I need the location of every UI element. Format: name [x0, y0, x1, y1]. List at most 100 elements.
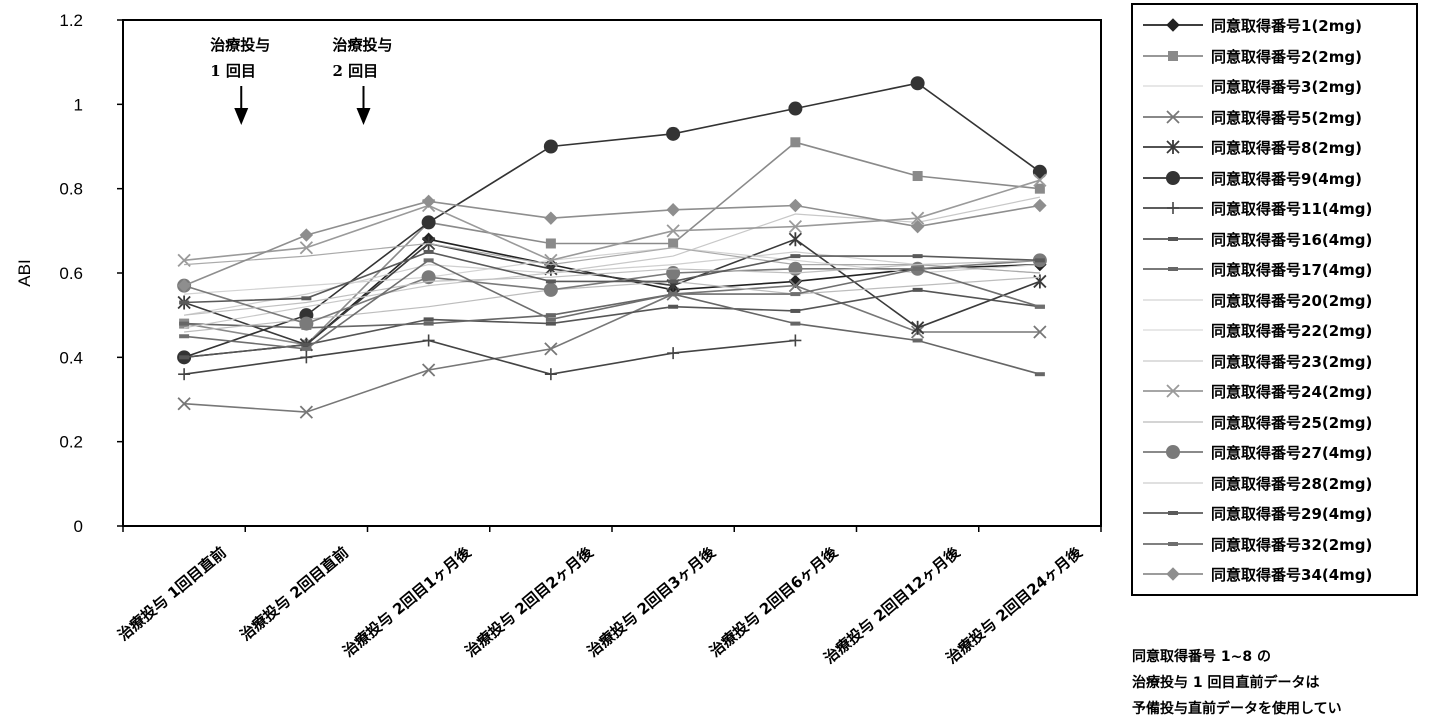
data-point: [1034, 372, 1045, 377]
legend-swatch: [1143, 421, 1203, 422]
series-layer: [177, 76, 1047, 419]
data-point: [1167, 202, 1179, 214]
data-point: [544, 211, 558, 225]
legend-item: 同意取得番号3(2mg): [1133, 71, 1416, 101]
data-point: [910, 219, 925, 234]
y-axis-label: ABI: [15, 259, 34, 286]
x-category-label: 治療投与 2回目6ヶ月後: [706, 543, 842, 661]
data-point: [1168, 236, 1178, 241]
series-line: [184, 276, 1040, 333]
y-tick-label: 1: [74, 95, 83, 114]
data-point: [301, 342, 312, 347]
y-tick-label: 0: [74, 517, 83, 536]
dose-annotations: 治療投与 1 回目 治療投与 2 回目: [210, 36, 393, 125]
data-point: [788, 279, 803, 293]
legend-swatch: [1143, 567, 1203, 581]
series-line: [179, 258, 1045, 351]
legend-swatch: [1143, 140, 1203, 154]
series-path: [183, 82, 1041, 359]
series-path: [184, 242, 1040, 274]
legend-swatch: [1143, 329, 1203, 331]
y-tick-label: 0.2: [59, 433, 83, 452]
annotation-arrow-head: [356, 108, 371, 125]
legend-swatch: [1143, 511, 1203, 515]
data-point: [422, 334, 435, 347]
x-category-label: 治療投与 2回目1ヶ月後: [339, 543, 475, 661]
data-point: [1168, 50, 1178, 61]
legend-swatch: [1143, 50, 1203, 61]
series-line: [179, 249, 1045, 305]
data-point: [544, 368, 557, 381]
data-point: [299, 228, 314, 242]
legend-label: 同意取得番号24(2mg): [1211, 383, 1373, 401]
series-path: [183, 196, 1041, 329]
series-line: [184, 242, 1040, 274]
legend-item: 同意取得番号1(2mg): [1133, 10, 1416, 40]
legend-item: 同意取得番号17(4mg): [1133, 254, 1416, 284]
y-axis: 0 0.2 0.4 0.6 0.8 1 1.2: [59, 11, 123, 536]
data-point: [790, 292, 801, 297]
data-point: [177, 397, 191, 411]
series-path: [184, 259, 1041, 350]
series-path: [184, 251, 1040, 304]
data-point: [912, 287, 923, 292]
data-point: [421, 194, 436, 209]
data-point: [300, 351, 313, 364]
data-point: [910, 320, 925, 335]
data-point: [299, 316, 314, 331]
legend-swatch: [1143, 299, 1203, 300]
legend-item: 同意取得番号34(4mg): [1133, 559, 1416, 589]
series-line: [178, 334, 802, 381]
data-point: [299, 405, 314, 419]
data-point: [423, 249, 434, 254]
legend-swatch: [1143, 541, 1203, 546]
data-point: [178, 368, 191, 381]
legend-item: 同意取得番号2(2mg): [1133, 41, 1416, 71]
y-tick-label: 1.2: [59, 11, 83, 30]
series-path: [184, 284, 1040, 413]
data-point: [301, 296, 312, 301]
series-line: [184, 259, 1040, 316]
series-path: [184, 247, 1040, 295]
data-point: [668, 292, 679, 297]
legend-swatch: [1143, 170, 1203, 185]
data-point: [423, 317, 434, 322]
data-point: [545, 279, 556, 284]
data-point: [788, 219, 803, 234]
legend-label: 同意取得番号16(4mg): [1211, 230, 1373, 249]
data-point: [912, 338, 923, 343]
data-point: [912, 171, 923, 182]
annotation-line-2: 1 回目: [210, 62, 256, 80]
legend-swatch: [1143, 202, 1203, 214]
data-point: [179, 300, 190, 305]
legend-swatch: [1143, 360, 1203, 361]
data-point: [177, 278, 191, 293]
data-point: [790, 254, 801, 259]
legend-item: 同意取得番号24(2mg): [1133, 376, 1416, 406]
data-point: [912, 266, 923, 271]
data-point: [423, 321, 434, 326]
data-point: [788, 232, 803, 247]
legend-label: 同意取得番号28(2mg): [1211, 474, 1373, 493]
legend-swatch: [1143, 236, 1203, 241]
annotation-arrow-head: [234, 108, 249, 125]
data-point: [1166, 384, 1180, 398]
data-point: [1034, 183, 1045, 194]
data-point: [788, 198, 803, 213]
x-category-label: 治療投与 2回目24ヶ月後: [943, 543, 1087, 668]
data-point: [790, 321, 801, 326]
legend-item: 同意取得番号28(2mg): [1133, 468, 1416, 498]
legend-label: 同意取得番号1(2mg): [1211, 17, 1362, 35]
legend-item: 同意取得番号32(2mg): [1133, 529, 1416, 559]
legend-item: 同意取得番号22(2mg): [1133, 315, 1416, 345]
legend-label: 同意取得番号3(2mg): [1211, 78, 1362, 96]
data-point: [1033, 173, 1047, 187]
x-category-label: 治療投与 2回目12ヶ月後: [820, 543, 964, 668]
legend-label: 同意取得番号20(2mg): [1211, 291, 1373, 310]
legend-label: 同意取得番号34(4mg): [1211, 566, 1373, 584]
legend-item: 同意取得番号25(2mg): [1133, 407, 1416, 437]
y-tick-label: 0.6: [59, 264, 83, 283]
data-point: [789, 334, 802, 347]
footnote-line-3: 予備投与直前データを使用してい: [1132, 701, 1342, 717]
